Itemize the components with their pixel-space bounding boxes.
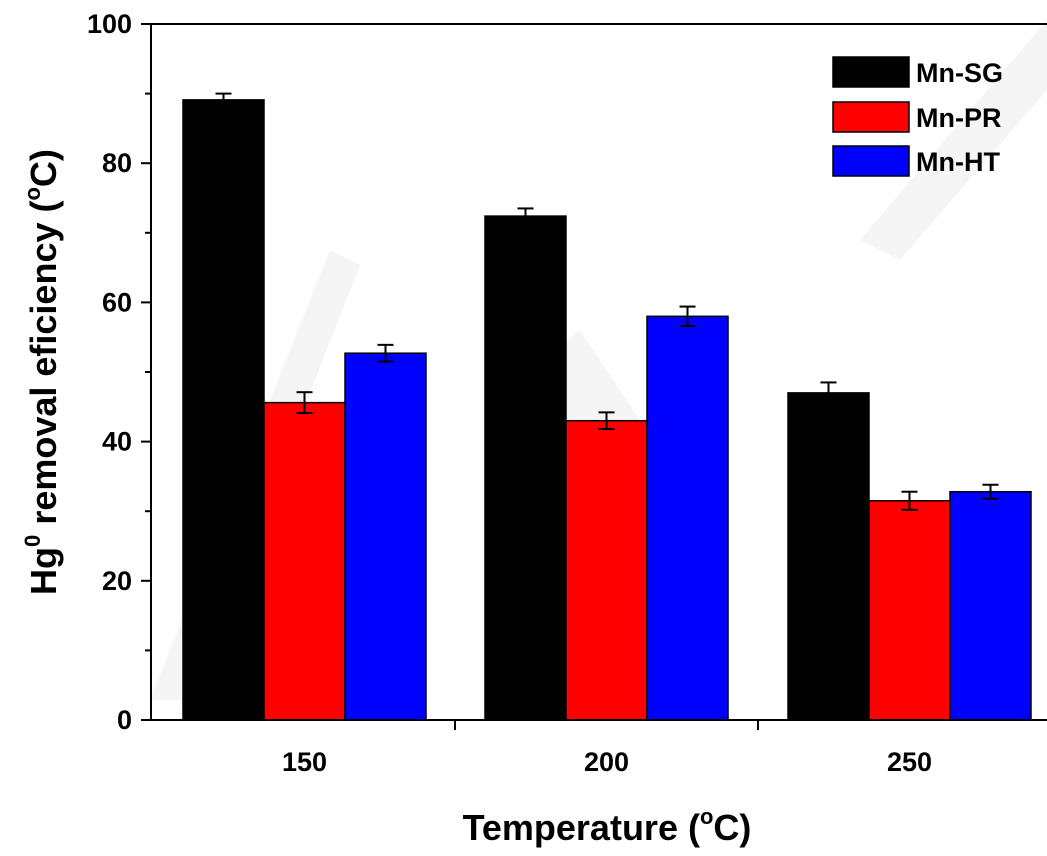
error-bar-mn-sg-150 [215,92,232,108]
legend-swatch-mn-pr [832,101,910,133]
y-tick-label: 20 [102,566,132,596]
bar-mn-sg-250 [787,392,870,721]
bar-mn-ht-150 [344,352,427,721]
bar-mn-pr-250 [868,500,951,721]
y-axis-title: Hg0 removal eficiency (oC) [20,149,64,595]
x-ticks-layer: 150 200 250 [282,720,932,777]
x-axis-title-sup: o [700,804,713,829]
error-bar-mn-pr-250 [901,490,918,511]
error-bar-mn-ht-200 [679,305,696,328]
legend-label-mn-sg: Mn-SG [916,58,1003,88]
error-bar-mn-ht-150 [377,343,394,363]
y-tick-label: 60 [102,287,132,317]
error-bar-mn-sg-250 [820,381,837,405]
legend: Mn-SG Mn-PR Mn-HT [832,56,1003,177]
bar-mn-pr-200 [565,419,648,721]
legend-label-mn-pr: Mn-PR [916,103,1001,133]
y-tick-label: 40 [102,427,132,457]
error-bar-mn-ht-250 [982,483,999,500]
error-bar-mn-sg-200 [517,207,534,225]
y-tick-label: 80 [102,148,132,178]
error-bar-mn-pr-200 [598,411,615,431]
bar-mn-sg-200 [484,215,567,721]
bar-mn-sg-150 [182,99,265,721]
y-axis-title-post: removal eficiency ( [23,201,64,535]
y-tick-label: 100 [87,9,132,39]
x-axis-title-post: C) [713,807,751,848]
bar-mn-ht-250 [949,490,1032,721]
x-tick-label-250: 250 [887,747,932,777]
legend-swatch-mn-sg [832,56,910,88]
y-tick-label: 0 [117,705,132,735]
y-ticks-layer: 0 20 40 60 80 100 [87,9,151,735]
y-axis-title-pre: Hg [23,547,64,595]
error-bar-mn-pr-150 [296,391,313,415]
x-axis-title-pre: Temperature ( [463,807,700,848]
bar-mn-ht-200 [646,315,729,721]
error-bars-layer [215,92,999,511]
legend-label-mn-ht: Mn-HT [916,147,1000,177]
legend-swatch-mn-ht [832,145,910,177]
bar-mn-pr-150 [263,401,346,721]
x-axis-title: Temperature (oC) [463,804,752,848]
y-axis-title-sup: 0 [20,535,45,547]
bars-layer [182,99,1032,721]
y-axis-title-post2: C) [23,149,64,187]
y-axis-title-sup2: o [20,187,45,200]
x-tick-label-200: 200 [584,747,629,777]
x-tick-label-150: 150 [282,747,327,777]
